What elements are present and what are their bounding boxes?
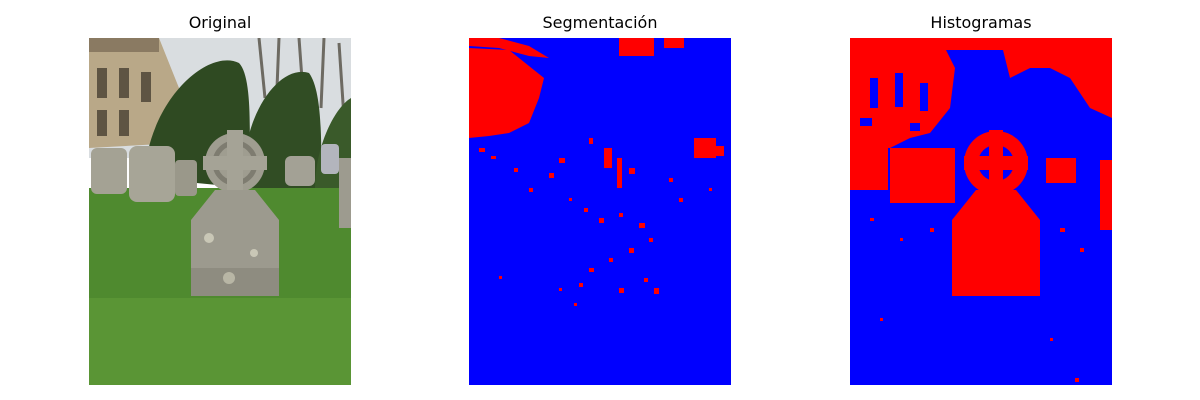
histograms-image (850, 38, 1112, 385)
segmentation-image (469, 38, 731, 385)
histograms-title: Histogramas (930, 13, 1032, 32)
segmentation-title: Segmentación (542, 13, 658, 32)
segmentation-panel: Segmentación (469, 0, 731, 400)
original-title: Original (188, 13, 252, 32)
histograms-panel: Histogramas (850, 0, 1112, 400)
original-panel: Original (89, 0, 351, 400)
original-image (89, 38, 351, 385)
